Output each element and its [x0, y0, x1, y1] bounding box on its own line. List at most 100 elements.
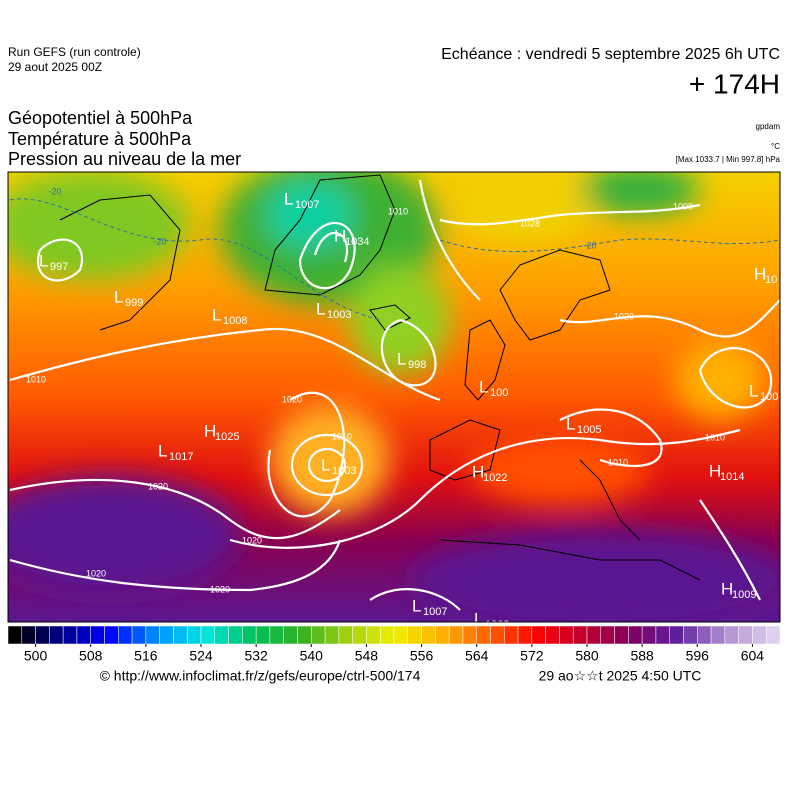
colorbar-swatch [311, 625, 326, 645]
isobar-label: 1020 [148, 481, 168, 491]
colorbar-swatch [407, 625, 422, 645]
center-value: 1022 [483, 472, 507, 484]
center-symbol: H [334, 226, 346, 245]
colorbar-swatch [379, 625, 395, 645]
colorbar-swatch [214, 625, 229, 645]
colorbar-swatch [600, 625, 615, 645]
isobar-label: 1008 [673, 201, 693, 211]
colorbar-swatch [49, 625, 64, 645]
center-value: 1008 [223, 315, 247, 327]
colorbar-swatch [269, 625, 284, 645]
colorbar-tick-label: 532 [244, 648, 268, 664]
colorbar-swatch [7, 625, 23, 645]
title: Pression au niveau de la mer [8, 149, 241, 169]
isobar-label: 1010 [26, 374, 46, 384]
colorbar-swatch [145, 625, 160, 645]
colorbar-swatch [242, 625, 257, 645]
center-symbol: H [709, 461, 721, 480]
center-value: 1008 [485, 619, 509, 631]
colorbar-swatch [531, 625, 546, 645]
colorbar-swatch [62, 625, 78, 645]
unit: [Max 1033.7 | Min 997.8] hPa [676, 155, 781, 164]
center-value: 1007 [423, 606, 447, 618]
isotherm-label: -20 [48, 186, 61, 196]
colorbar-swatch [697, 625, 712, 645]
title: Géopotentiel à 500hPa [8, 108, 193, 128]
colorbar-swatch [255, 625, 271, 645]
isotherm-label: -20 [583, 240, 596, 250]
colorbar-swatch [21, 625, 36, 645]
colorbar-swatch [504, 625, 519, 645]
colorbar-swatch [366, 625, 381, 645]
colorbar-tick-label: 524 [189, 648, 213, 664]
center-symbol: L [158, 441, 167, 460]
colorbar-swatch [324, 625, 340, 645]
center-value: 1003 [327, 309, 351, 321]
coastlines [59, 174, 701, 581]
colorbar-tick-label: 580 [575, 648, 599, 664]
colorbar-swatch [545, 625, 560, 645]
colorbar-swatch [738, 625, 753, 645]
colorbar-swatch [559, 625, 574, 645]
colorbar-swatch [200, 625, 216, 645]
center-symbol: H [754, 264, 766, 283]
colorbar-swatch [710, 625, 726, 645]
center-value: 100 [490, 387, 508, 399]
center-value: 1005 [577, 424, 601, 436]
colorbar-swatch [448, 625, 464, 645]
colorbar-swatch [76, 625, 91, 645]
colorbar-swatch [476, 625, 491, 645]
colorbar-tick-label: 540 [300, 648, 324, 664]
colorbar-swatch [490, 625, 505, 645]
isobar-label: 1020 [86, 568, 106, 578]
temperature-field [8, 172, 780, 622]
center-value: 1034 [345, 236, 369, 248]
colorbar-tick-label: 508 [79, 648, 103, 664]
center-value: 1003 [332, 465, 356, 477]
isotherm-label: -20 [153, 236, 166, 246]
isobar-label: 1010 [388, 206, 408, 216]
colorbar-tick-label: 572 [520, 648, 544, 664]
unit: °C [771, 142, 780, 151]
isobar-label: 1020 [614, 311, 634, 321]
unit: gpdam [756, 122, 781, 131]
center-value: 10 [765, 274, 777, 286]
run-date: 29 aout 2025 00Z [8, 60, 102, 74]
center-symbol: H [204, 421, 216, 440]
colorbar-swatch [283, 625, 298, 645]
colorbar-swatch [614, 625, 629, 645]
valid-time: Echéance : vendredi 5 septembre 2025 6h … [441, 46, 780, 63]
center-value: 998 [408, 359, 426, 371]
isobar-label: 1010 [332, 431, 352, 441]
colorbar-swatch [131, 625, 147, 645]
colorbar-swatch [338, 625, 353, 645]
center-symbol: L [114, 287, 123, 306]
center-value: 100 [760, 391, 778, 403]
isobar-label: 1010 [705, 432, 725, 442]
colorbar-swatch [669, 625, 684, 645]
isobar-label: 1020 [242, 535, 262, 545]
colorbar-swatch [90, 625, 105, 645]
isotherms [9, 198, 780, 321]
center-symbol: L [284, 189, 293, 208]
center-symbol: L [212, 305, 221, 324]
colorbar-swatch [228, 625, 243, 645]
colorbar-swatch [462, 625, 477, 645]
center-symbol: H [721, 579, 733, 598]
generated: 29 ao☆☆t 2025 4:50 UTC [539, 668, 702, 684]
colorbar-swatch [641, 625, 657, 645]
center-symbol: L [321, 455, 330, 474]
center-symbol: L [39, 251, 48, 270]
isobar-label: 1020 [210, 584, 230, 594]
colorbar-tick-label: 588 [630, 648, 654, 664]
colorbar-swatch [421, 625, 436, 645]
colorbar-tick-label: 564 [465, 648, 489, 664]
colorbar-swatch [297, 625, 312, 645]
colorbar-swatch [173, 625, 188, 645]
isobar-label: 1028 [520, 218, 540, 228]
colorbar-swatch [628, 625, 643, 645]
colorbar-swatch [159, 625, 174, 645]
